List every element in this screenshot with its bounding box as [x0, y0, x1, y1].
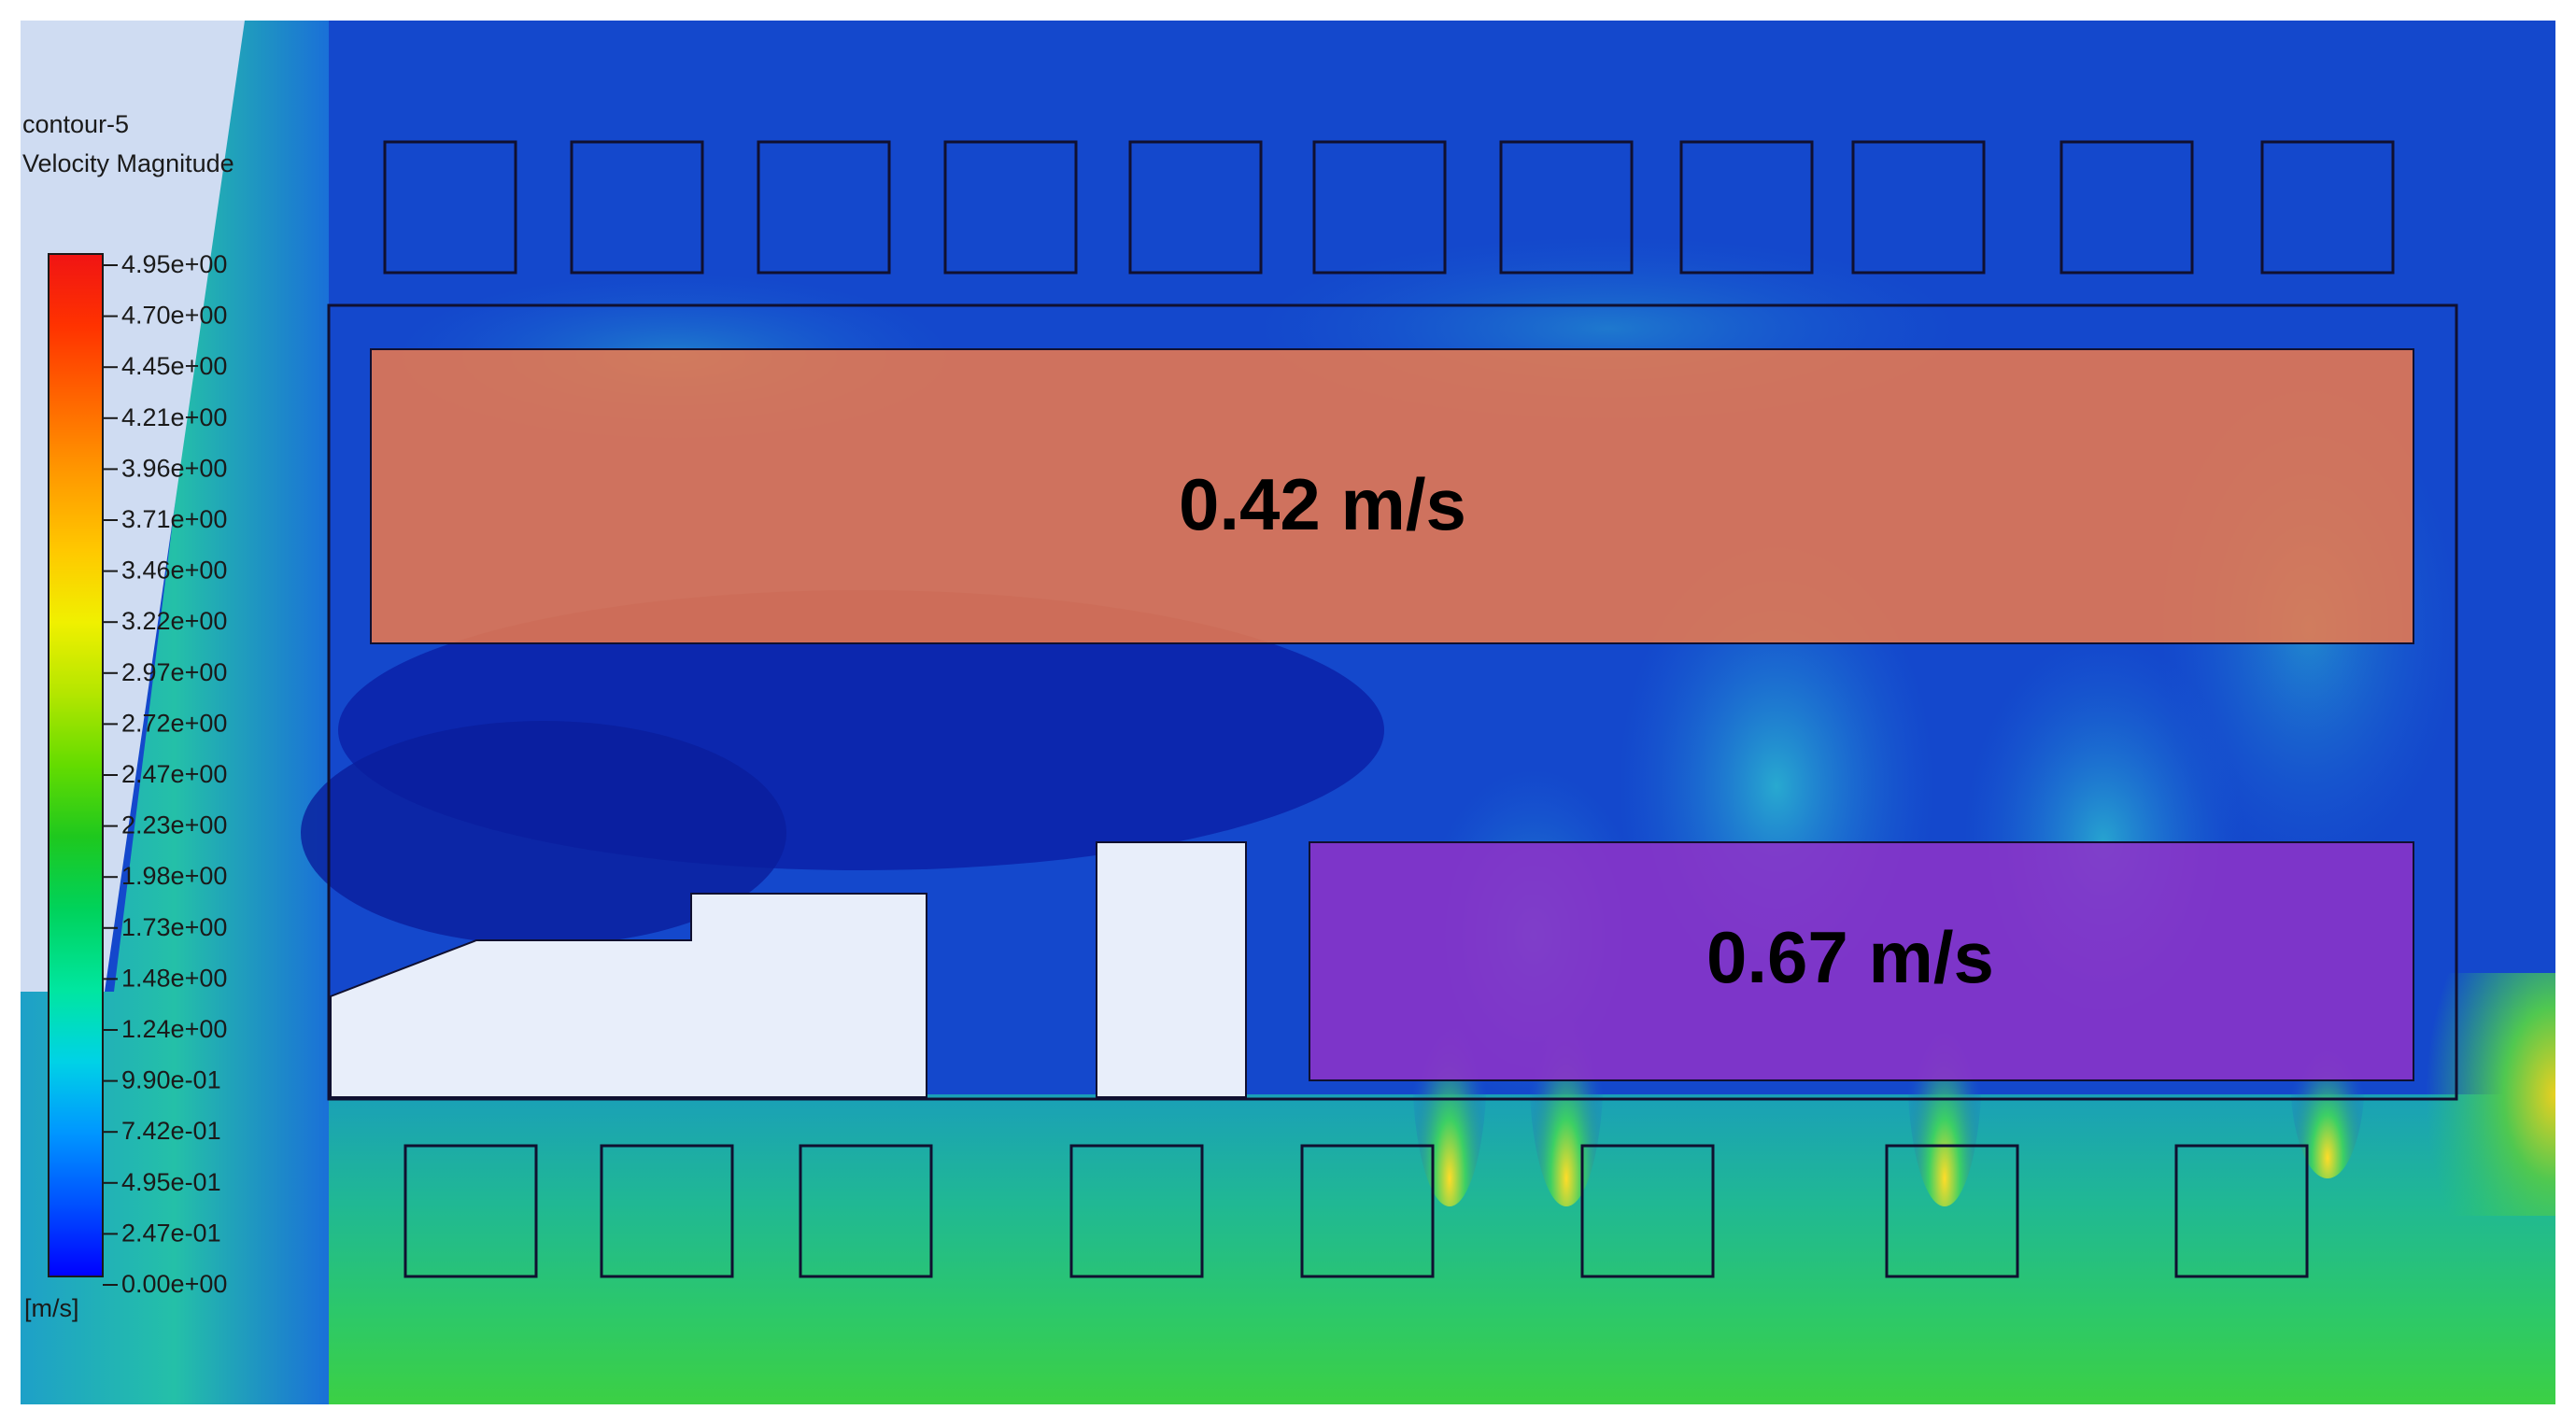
- velocity-contour-plot: contour-5 Velocity Magnitude 4.95e+00 4.7…: [21, 21, 2555, 1404]
- legend-unit: [m/s]: [24, 1294, 79, 1322]
- upper-opening: [1499, 140, 1634, 275]
- legend-tick-label: 1.73e+00: [121, 913, 227, 941]
- legend-title: contour-5: [22, 110, 129, 138]
- lower-opening: [1580, 1144, 1715, 1278]
- upper-opening: [757, 140, 891, 275]
- upper-opening: [1851, 140, 1986, 275]
- lower-opening: [600, 1144, 734, 1278]
- right-edge-flow: [2412, 973, 2555, 1216]
- legend-tick-label: 3.96e+00: [121, 454, 227, 482]
- upper-zone: [370, 348, 2414, 644]
- legend-colorbar: [48, 253, 104, 1277]
- upper-opening: [2260, 140, 2395, 275]
- legend-tick-label: 9.90e-01: [121, 1066, 221, 1094]
- lower-opening: [1300, 1144, 1435, 1278]
- legend-tick-label: 7.42e-01: [121, 1117, 221, 1145]
- legend-tick-label: 4.21e+00: [121, 403, 227, 431]
- low-speed-core-left: [301, 721, 786, 945]
- legend-tick-label: 4.95e+00: [121, 250, 227, 278]
- legend-ticks: 4.95e+00 4.70e+00 4.45e+00 4.21e+00 3.96e+00…: [103, 250, 227, 1298]
- upper-opening: [2059, 140, 2194, 275]
- lower-opening: [1069, 1144, 1204, 1278]
- legend-tick-label: 2.23e+00: [121, 811, 227, 839]
- legend-tick-label: 3.22e+00: [121, 607, 227, 635]
- cfd-contour-viewport: contour-5 Velocity Magnitude 4.95e+00 4.7…: [21, 21, 2555, 1404]
- lower-opening: [1885, 1144, 2019, 1278]
- legend-tick-label: 1.98e+00: [121, 862, 227, 890]
- legend-tick-label: 4.45e+00: [121, 352, 227, 380]
- legend-tick-label: 1.48e+00: [121, 964, 227, 992]
- upper-opening: [943, 140, 1078, 275]
- legend-tick-label: 2.97e+00: [121, 658, 227, 686]
- legend-subtitle: Velocity Magnitude: [22, 149, 234, 177]
- domain-outline: [327, 303, 2458, 1101]
- lower-zone: [1309, 841, 2414, 1081]
- lower-opening: [403, 1144, 538, 1278]
- legend-tick-label: 3.71e+00: [121, 505, 227, 533]
- lower-opening: [2174, 1144, 2309, 1278]
- left-obstacle: [330, 893, 927, 1098]
- legend-tick-label: 2.72e+00: [121, 709, 227, 737]
- upper-opening: [1312, 140, 1447, 275]
- upper-openings: [383, 140, 2395, 275]
- upper-opening: [383, 140, 517, 275]
- legend-tick-label: 2.47e-01: [121, 1219, 221, 1247]
- upper-opening: [1128, 140, 1263, 275]
- legend-tick-label: 4.95e-01: [121, 1168, 221, 1196]
- lower-opening: [799, 1144, 933, 1278]
- lower-openings: [403, 1144, 2309, 1278]
- center-obstacle: [1096, 841, 1247, 1098]
- legend-tick-label: 4.70e+00: [121, 302, 227, 330]
- upper-opening: [1679, 140, 1814, 275]
- lower-zone-value: 0.67 m/s: [1706, 916, 1994, 998]
- legend-tick-label: 3.46e+00: [121, 557, 227, 585]
- legend-tick-label: 0.00e+00: [121, 1270, 227, 1298]
- upper-zone-value: 0.42 m/s: [1179, 463, 1466, 545]
- upper-opening: [570, 140, 704, 275]
- legend-tick-label: 1.24e+00: [121, 1015, 227, 1043]
- legend-tick-label: 2.47e+00: [121, 760, 227, 788]
